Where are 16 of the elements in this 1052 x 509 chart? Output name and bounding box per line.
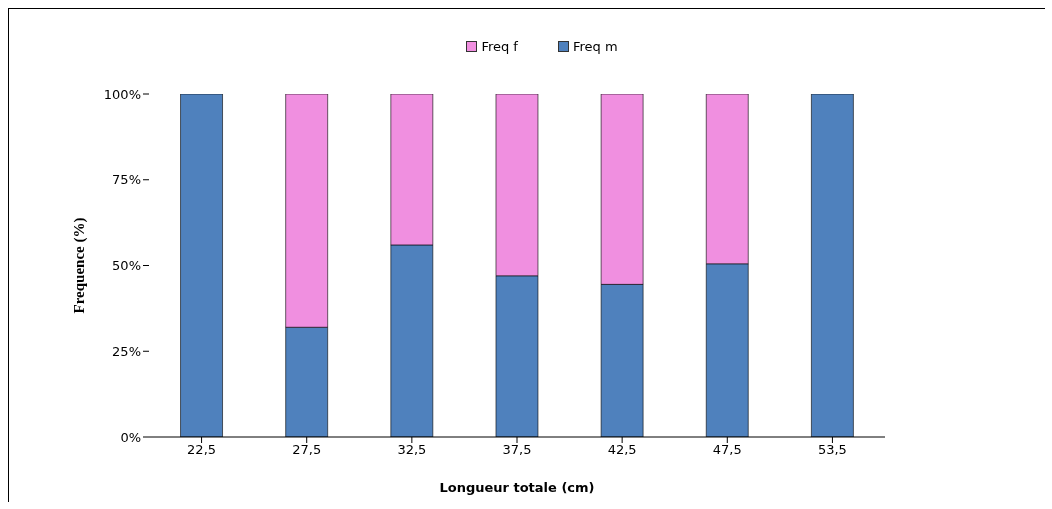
legend-label: Freq f	[480, 39, 518, 54]
legend-label: Freq m	[571, 39, 618, 54]
x-axis-title: Longueur totale (cm)	[439, 480, 595, 495]
y-tick-label: 0%	[120, 429, 141, 445]
x-tick-label: 32,5	[397, 442, 427, 458]
x-tick-label: 47,5	[712, 442, 742, 458]
x-tick-label: 53,5	[817, 442, 847, 458]
y-tick-label: 100%	[103, 86, 141, 102]
x-tick-label: 42,5	[607, 442, 637, 458]
y-axis-title: Frequence (%)	[71, 217, 89, 314]
x-tick-label: 37,5	[502, 442, 532, 458]
y-tick-label: 25%	[112, 343, 141, 359]
x-tick-label: 27,5	[292, 442, 322, 458]
y-tick-label: 50%	[112, 258, 141, 274]
x-tick-label: 22,5	[187, 442, 217, 458]
y-tick-label: 75%	[112, 172, 141, 188]
